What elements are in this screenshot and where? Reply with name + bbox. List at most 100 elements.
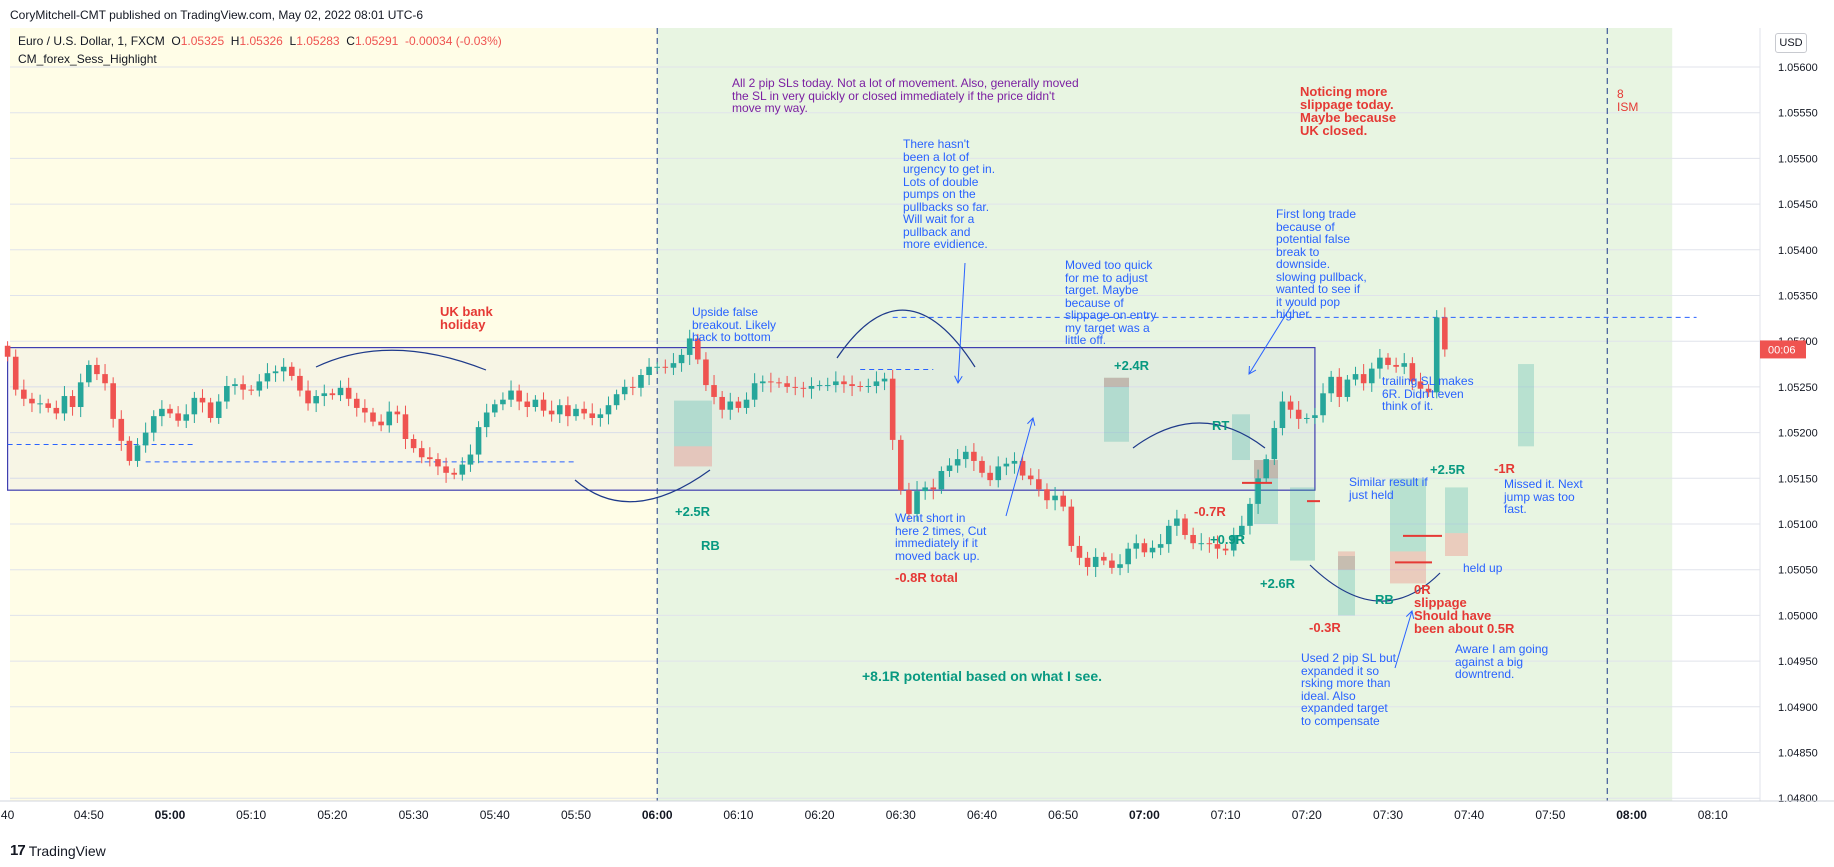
candle-body bbox=[1222, 548, 1229, 551]
price-tick-label: 1.05200 bbox=[1778, 428, 1818, 440]
time-tick-label: 05:20 bbox=[317, 808, 347, 822]
candle-body bbox=[670, 363, 677, 368]
candle-body bbox=[110, 383, 116, 419]
candle-body bbox=[134, 445, 141, 461]
candle-body bbox=[1385, 357, 1391, 365]
price-axis[interactable] bbox=[1760, 28, 1834, 801]
annotation-arc bbox=[1132, 422, 1266, 449]
time-tick-label: 04:50 bbox=[74, 808, 104, 822]
trade-target-box bbox=[1338, 555, 1355, 616]
published-line: CoryMitchell-CMT published on TradingVie… bbox=[10, 8, 424, 22]
annotation-noticing-slippage: Noticing more slippage today. Maybe beca… bbox=[1300, 84, 1397, 138]
candle-body bbox=[12, 356, 19, 390]
candle-body bbox=[784, 383, 790, 387]
candle-body bbox=[215, 401, 222, 418]
candle-body bbox=[711, 385, 717, 397]
indicator-legend[interactable]: CM_forex_Sess_Highlight bbox=[18, 52, 157, 66]
candle-body bbox=[1433, 317, 1440, 393]
candle-body bbox=[954, 459, 961, 466]
current-price-tag bbox=[1760, 340, 1806, 359]
time-tick-label: 06:00 bbox=[642, 808, 673, 822]
open-value: 1.05325 bbox=[180, 34, 225, 48]
candle-body bbox=[353, 398, 360, 408]
annotation-minus-0-7r: -0.7R bbox=[1194, 504, 1226, 519]
candle-body bbox=[751, 383, 758, 400]
change-value: -0.00034 (-0.03%) bbox=[405, 34, 502, 48]
candle-body bbox=[329, 393, 336, 396]
annotation-rb-2: RB bbox=[1375, 592, 1394, 607]
candle-body bbox=[459, 464, 466, 475]
tradingview-logo[interactable]: 17 TradingView bbox=[10, 842, 106, 859]
candle-body bbox=[1027, 475, 1034, 480]
trade-stop-box bbox=[674, 446, 712, 467]
annotation-trailing-sl: trailing SL makes 6R. Didn't even think … bbox=[1382, 374, 1474, 413]
trade-target-box bbox=[1232, 414, 1250, 461]
candle-body bbox=[29, 398, 35, 404]
candle-body bbox=[443, 466, 449, 473]
candle-body bbox=[102, 374, 108, 384]
candle-body bbox=[69, 396, 76, 408]
price-tick-label: 1.05600 bbox=[1778, 62, 1818, 74]
candle-body bbox=[1101, 556, 1107, 561]
time-tick-label: 07:10 bbox=[1211, 808, 1241, 822]
candle-body bbox=[224, 385, 230, 402]
chart-area[interactable]: 1.05600 1.05550 1.05500 1.05450 1.05400 1.053… bbox=[0, 28, 1834, 830]
annotation-first-long: First long trade because of potential fa… bbox=[1276, 207, 1367, 321]
candle-body bbox=[808, 385, 815, 389]
candle-body bbox=[1109, 560, 1115, 568]
annotation-zero-r: 0R slippage Should have been about 0.5R bbox=[1414, 582, 1515, 636]
candle-body bbox=[930, 487, 937, 490]
candle-body bbox=[94, 364, 100, 375]
candle-body bbox=[427, 457, 433, 460]
candle-body bbox=[824, 385, 831, 387]
candle-body bbox=[759, 381, 766, 384]
time-tick-label: 07:20 bbox=[1292, 808, 1322, 822]
candle-body bbox=[1255, 478, 1261, 504]
candle-body bbox=[1174, 518, 1180, 526]
candle-body bbox=[1060, 495, 1066, 507]
candle-body bbox=[232, 384, 238, 386]
time-tick-label: 05:40 bbox=[480, 808, 510, 822]
candle-body bbox=[849, 384, 855, 386]
candle-body bbox=[678, 354, 685, 364]
time-tick-label: 05:30 bbox=[399, 808, 429, 822]
candle-body bbox=[1377, 357, 1383, 369]
candle-body bbox=[256, 381, 263, 391]
candle-body bbox=[1019, 460, 1026, 476]
annotation-all-2-pip: All 2 pip SLs today. Not a lot of moveme… bbox=[732, 76, 1079, 115]
annotation-aware: Aware I am going against a big downtrend… bbox=[1455, 642, 1549, 681]
annotation-arrow bbox=[1248, 302, 1294, 375]
candle-body bbox=[1344, 379, 1351, 397]
candle-body bbox=[881, 378, 888, 382]
candle-body bbox=[1230, 534, 1237, 551]
candlestick-chart[interactable]: 1.05600 1.05550 1.05500 1.05450 1.05400 1.053… bbox=[0, 28, 1834, 830]
candle-body bbox=[1011, 460, 1018, 464]
candle-body bbox=[53, 407, 60, 414]
time-tick-label: 06:30 bbox=[886, 808, 916, 822]
candle-body bbox=[159, 408, 165, 417]
candle-body bbox=[280, 366, 287, 372]
candle-body bbox=[1320, 393, 1326, 416]
trade-stop-box bbox=[1390, 551, 1426, 584]
time-tick-label: 05:50 bbox=[561, 808, 591, 822]
candle-body bbox=[508, 390, 514, 400]
candle-body bbox=[971, 451, 977, 461]
candle-body bbox=[305, 390, 311, 404]
candle-body bbox=[556, 405, 563, 415]
trade-target-box bbox=[1290, 487, 1315, 561]
time-tick-label: 05:00 bbox=[155, 808, 186, 822]
candle-body bbox=[410, 438, 417, 449]
price-tick-label: 1.05050 bbox=[1778, 565, 1818, 577]
candle-body bbox=[1036, 479, 1042, 490]
candle-body bbox=[938, 470, 945, 490]
candle-body bbox=[1141, 543, 1148, 553]
time-tick-label: 07:30 bbox=[1373, 808, 1403, 822]
candle-body bbox=[492, 404, 498, 413]
price-tick-label: 1.05100 bbox=[1778, 519, 1818, 531]
candle-body bbox=[914, 491, 920, 514]
candle-body bbox=[1044, 489, 1050, 501]
currency-button[interactable]: USD bbox=[1775, 33, 1807, 53]
candle-body bbox=[1198, 543, 1205, 545]
annotation-arrow bbox=[957, 262, 966, 384]
annotation-arc bbox=[315, 349, 487, 371]
